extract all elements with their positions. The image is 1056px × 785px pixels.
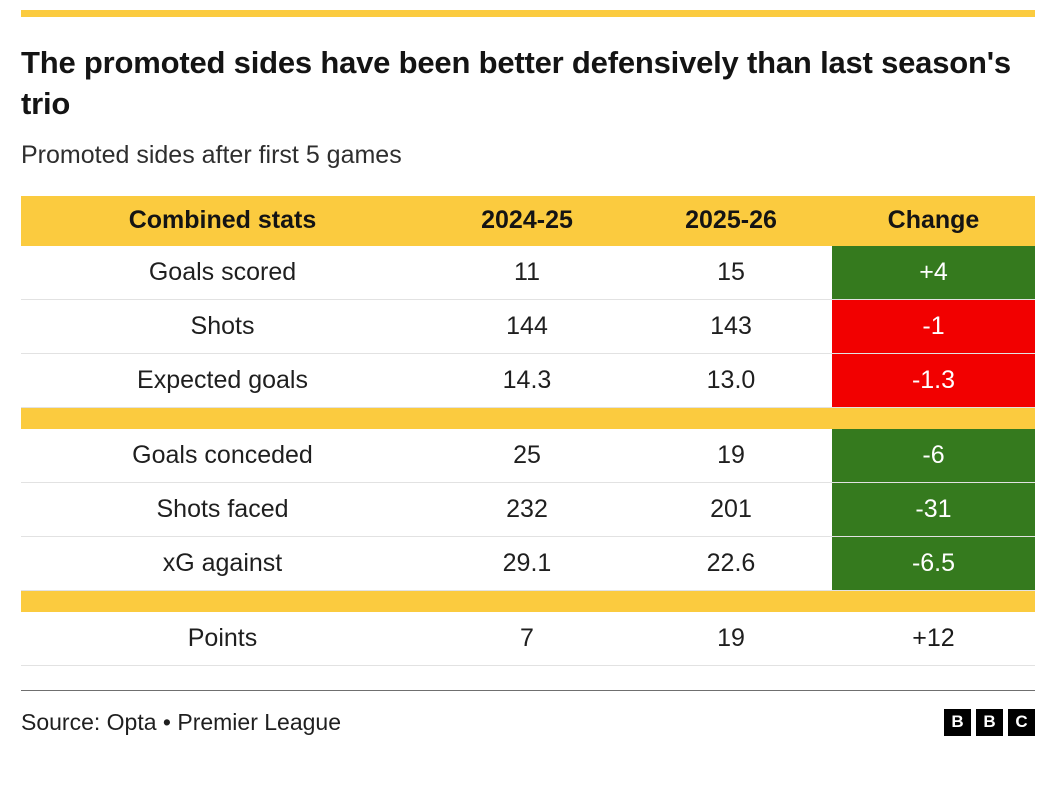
bbc-logo: B B C [944, 708, 1035, 736]
row-label: Points [187, 623, 258, 652]
row-label: Goals scored [148, 257, 297, 286]
change-cell: -6.5 [832, 536, 1035, 590]
source-text: Source: Opta • Premier League [21, 708, 342, 735]
row-label: Shots faced [156, 494, 289, 523]
column-header-2024-25: 2024-25 [481, 206, 573, 235]
section-separator [21, 407, 1035, 429]
change-cell: -6 [832, 428, 1035, 482]
value-2024-25: 11 [514, 257, 540, 286]
change-cell: -1 [832, 299, 1035, 353]
table-row: xG against 29.1 22.6 -6.5 [21, 536, 1035, 591]
column-header-combined-stats: Combined stats [128, 206, 317, 235]
row-label: Shots [190, 311, 255, 340]
value-2024-25: 29.1 [502, 548, 552, 577]
value-2024-25: 25 [513, 440, 541, 469]
row-label: xG against [162, 548, 283, 577]
table-row: Goals scored 11 15 +4 [21, 245, 1035, 300]
bbc-logo-letter: C [1008, 708, 1035, 736]
value-2025-26: 143 [710, 311, 752, 340]
table-row: Shots 144 143 -1 [21, 299, 1035, 354]
value-2024-25: 7 [520, 623, 534, 652]
stats-table: Combined stats 2024-25 2025-26 Change Go… [21, 195, 1035, 666]
value-2024-25: 144 [506, 311, 548, 340]
footer: Source: Opta • Premier League B B C [21, 691, 1035, 736]
table-row: Shots faced 232 201 -31 [21, 482, 1035, 537]
bbc-logo-letter: B [976, 708, 1003, 736]
page-title: The promoted sides have been better defe… [21, 45, 1011, 121]
value-2025-26: 13.0 [706, 365, 756, 394]
column-header-2025-26: 2025-26 [685, 206, 777, 235]
value-2025-26: 19 [717, 623, 745, 652]
value-2025-26: 19 [717, 440, 745, 469]
value-2025-26: 201 [710, 494, 752, 523]
value-2024-25: 14.3 [502, 365, 552, 394]
table-header-row: Combined stats 2024-25 2025-26 Change [21, 195, 1035, 246]
table-row: Expected goals 14.3 13.0 -1.3 [21, 353, 1035, 408]
change-cell: -31 [832, 482, 1035, 536]
change-cell: +4 [832, 245, 1035, 299]
row-label: Expected goals [137, 365, 308, 394]
page-subtitle: Promoted sides after first 5 games [21, 140, 402, 169]
value-2025-26: 22.6 [706, 548, 756, 577]
change-cell: +12 [912, 623, 955, 652]
value-2025-26: 15 [717, 257, 745, 286]
footer-divider [21, 689, 1035, 691]
row-label: Goals conceded [132, 440, 313, 469]
bbc-logo-letter: B [944, 708, 971, 736]
table-row: Goals conceded 25 19 -6 [21, 428, 1035, 483]
top-accent-bar [21, 10, 1035, 17]
change-cell: -1.3 [832, 353, 1035, 407]
table-row: Points 7 19 +12 [21, 612, 1035, 666]
value-2024-25: 232 [506, 494, 548, 523]
section-separator [21, 590, 1035, 612]
column-header-change: Change [887, 206, 980, 235]
